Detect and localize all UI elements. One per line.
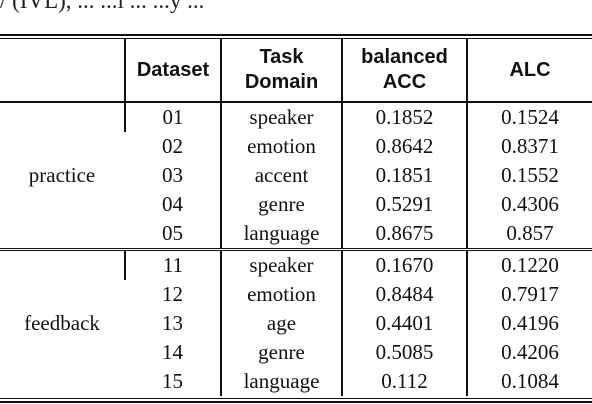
- table-row: feedback 11 speaker 0.1670 0.1220: [0, 248, 592, 396]
- bottom-rule: [0, 401, 592, 403]
- cell-dataset: 01: [124, 101, 221, 132]
- cell-dataset: 03: [162, 163, 183, 187]
- cell-balanced-acc: 0.5291: [341, 190, 467, 219]
- table-row: 04 genre 0.5291 0.4306: [0, 190, 592, 219]
- results-table: Dataset Task Domain balanced ACC ALC pra…: [0, 39, 592, 396]
- table-row: 03 accent 0.1851 0.1552: [0, 161, 592, 190]
- table-row: 13 age 0.4401 0.4196: [0, 309, 592, 338]
- cell-dataset: 13: [162, 311, 183, 335]
- results-table-wrapper: Dataset Task Domain balanced ACC ALC pra…: [0, 34, 592, 403]
- top-rule-thin: [0, 38, 592, 39]
- cell-balanced-acc: 0.1851: [341, 161, 467, 190]
- cell-domain: genre: [220, 190, 342, 219]
- table-row: 14 genre 0.5085 0.4206: [0, 338, 592, 367]
- top-rule: [0, 34, 592, 36]
- cell-balanced-acc: 0.1670: [341, 248, 467, 280]
- cell-dataset: 14: [162, 340, 183, 364]
- table-row: 05 language 0.8675 0.857: [0, 219, 592, 250]
- header-bacc-line2: ACC: [382, 71, 427, 93]
- cell-domain: age: [220, 309, 342, 338]
- cell-dataset: 02: [162, 134, 183, 158]
- cell-domain: language: [220, 219, 342, 250]
- header-alc: ALC: [466, 39, 592, 102]
- cell-domain: genre: [220, 338, 342, 367]
- header-task-domain: Task Domain: [220, 39, 342, 102]
- cell-alc: 0.1084: [466, 367, 592, 396]
- header-row: Dataset Task Domain balanced ACC ALC: [0, 39, 592, 102]
- cell-balanced-acc: 0.5085: [341, 338, 467, 367]
- cell-balanced-acc: 0.8675: [341, 219, 467, 250]
- table-row: 12 emotion 0.8484 0.7917: [0, 280, 592, 309]
- cell-alc: 0.7917: [466, 280, 592, 309]
- cell-balanced-acc: 0.8484: [341, 280, 467, 309]
- feedback-group: feedback 11 speaker 0.1670 0.1220 12 emo…: [0, 248, 592, 396]
- cropped-body-text: / (IVL), ... ...l ... ...y ...: [0, 0, 205, 13]
- cell-alc: 0.4306: [466, 190, 592, 219]
- cell-domain: accent: [220, 161, 342, 190]
- cell-dataset: 11: [124, 248, 221, 280]
- cell-balanced-acc: 0.1852: [341, 101, 467, 132]
- cell-balanced-acc: 0.4401: [341, 309, 467, 338]
- cell-domain: speaker: [220, 248, 342, 280]
- header-balanced-acc: balanced ACC: [341, 39, 467, 102]
- cell-alc: 0.8371: [466, 132, 592, 161]
- practice-group: practice 01 speaker 0.1852 0.1524 02 emo…: [0, 101, 592, 250]
- cell-alc: 0.4206: [466, 338, 592, 367]
- cell-alc: 0.1552: [466, 161, 592, 190]
- header-task-line2: Domain: [244, 71, 319, 93]
- header-dataset: Dataset: [124, 39, 221, 102]
- cell-alc: 0.1524: [466, 101, 592, 132]
- table-row: 02 emotion 0.8642 0.8371: [0, 132, 592, 161]
- table-row: 15 language 0.112 0.1084: [0, 367, 592, 396]
- header-bacc-line1: balanced: [361, 46, 448, 68]
- cell-dataset: 12: [162, 282, 183, 306]
- cell-dataset: 04: [162, 192, 183, 216]
- cell-domain: language: [220, 367, 342, 396]
- group-label: feedback: [0, 248, 125, 396]
- bottom-rule-thin: [0, 398, 592, 399]
- cell-domain: emotion: [220, 280, 342, 309]
- cell-balanced-acc: 0.112: [341, 367, 467, 396]
- cell-domain: speaker: [220, 101, 342, 132]
- table-row: practice 01 speaker 0.1852 0.1524: [0, 101, 592, 250]
- header-task-line1: Task: [259, 46, 304, 68]
- cell-alc: 0.857: [466, 219, 592, 250]
- cell-balanced-acc: 0.8642: [341, 132, 467, 161]
- cell-alc: 0.4196: [466, 309, 592, 338]
- group-label: practice: [0, 101, 125, 250]
- cell-dataset: 05: [162, 221, 183, 245]
- table-header: Dataset Task Domain balanced ACC ALC: [0, 39, 592, 102]
- header-group: [0, 39, 125, 102]
- cell-domain: emotion: [220, 132, 342, 161]
- cell-alc: 0.1220: [466, 248, 592, 280]
- cell-dataset: 15: [162, 369, 183, 393]
